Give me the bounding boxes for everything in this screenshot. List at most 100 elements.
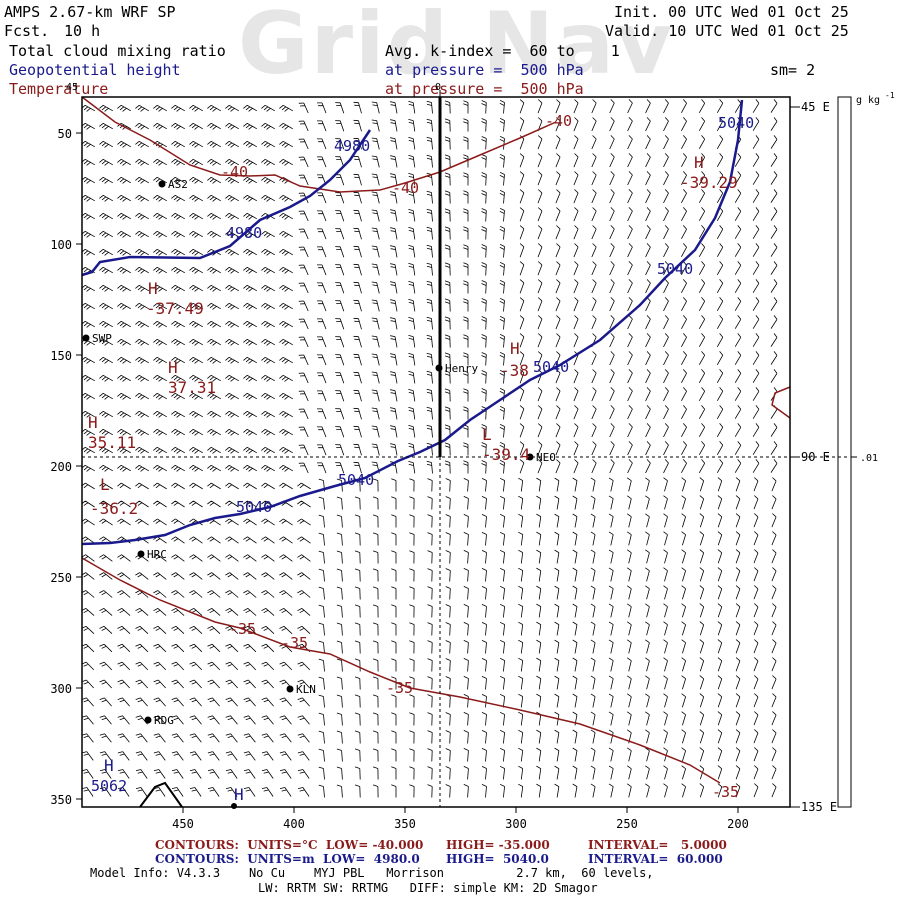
left-axis: 50 100 150 200 250 300 350 bbox=[50, 127, 82, 807]
left-tick-label: 350 bbox=[50, 793, 72, 807]
temperature-label: -40 bbox=[392, 179, 419, 197]
model-title: AMPS 2.67-km WRF SP bbox=[4, 3, 176, 21]
extremum-value: -39.29 bbox=[680, 173, 738, 192]
temperature-label: -35 bbox=[229, 620, 256, 638]
extremum-value: -39.4 bbox=[482, 445, 530, 464]
height-contour-high: HIGH= 5040.0 bbox=[446, 852, 549, 866]
watermark: Grid Nav bbox=[238, 0, 675, 94]
station-henry[interactable]: Henry bbox=[435, 362, 479, 375]
temperature-labels: -40 -40 -40 -35 -35 -35 -35 bbox=[221, 112, 739, 801]
temperature-label: -35 bbox=[281, 634, 308, 652]
station-kln[interactable]: KLN bbox=[286, 683, 316, 696]
bottom-axis: 450 400 350 300 250 200 bbox=[172, 807, 749, 831]
extrema: H -37.49 H 37.31 H 35.11 L -36.2 H -38 L… bbox=[88, 153, 738, 518]
svg-text:Henry: Henry bbox=[445, 362, 478, 375]
temperature-label: -40 bbox=[545, 112, 572, 130]
colorbar-units: g kg bbox=[856, 95, 880, 106]
model-info: Model Info: V4.3.3 No Cu MYJ PBL Morriso… bbox=[90, 866, 654, 880]
height-contour-interval: INTERVAL= 60.000 bbox=[588, 852, 723, 866]
temperature-contour-interval: INTERVAL= 5.0000 bbox=[588, 838, 727, 852]
left-tick-label: 150 bbox=[50, 349, 72, 363]
height-label: 5040 bbox=[657, 260, 693, 278]
svg-text:HRC: HRC bbox=[147, 548, 167, 561]
wind-barb-field bbox=[81, 99, 778, 798]
field-height-label: Geopotential height bbox=[9, 61, 181, 79]
svg-text:NEO: NEO bbox=[536, 451, 556, 464]
bottom-tick-label: 300 bbox=[505, 817, 527, 831]
colorbar-units-exponent: -1 bbox=[885, 91, 895, 100]
extremum-value: -36.2 bbox=[90, 499, 138, 518]
top-left-marker: 45 bbox=[66, 82, 78, 93]
height-label: 5062 bbox=[91, 777, 127, 795]
height-contour bbox=[81, 99, 744, 546]
physics-info: LW: RRTM SW: RRTMG DIFF: simple KM: 2D S… bbox=[258, 881, 598, 895]
top-marker: 0 bbox=[435, 82, 441, 93]
temperature-contour-high: HIGH= -35.000 bbox=[446, 838, 550, 852]
extremum-value: 37.31 bbox=[168, 378, 216, 397]
station-dot bbox=[231, 803, 237, 809]
bottom-tick-label: 350 bbox=[394, 817, 416, 831]
height-label: 5040 bbox=[236, 498, 272, 516]
left-tick-label: 50 bbox=[58, 127, 72, 141]
longitude-label: 90 E bbox=[801, 450, 830, 464]
height-labels: 4980 4980 5040 5040 5040 5040 5040 5062 bbox=[91, 114, 754, 795]
svg-text:SWP: SWP bbox=[92, 332, 112, 345]
extremum-letter: H bbox=[148, 279, 158, 298]
svg-text:RDG: RDG bbox=[154, 714, 174, 727]
height-contour-info: CONTOURS: UNITS=m LOW= 4980.0 bbox=[155, 852, 420, 866]
extremum-letter: H bbox=[88, 413, 98, 432]
temperature-label: -35 bbox=[386, 679, 413, 697]
extremum-value: 35.11 bbox=[88, 433, 136, 452]
extremum-letter: L bbox=[100, 475, 110, 494]
temperature-contours bbox=[81, 96, 791, 784]
height-label: 4980 bbox=[226, 224, 262, 242]
left-tick-label: 250 bbox=[50, 571, 72, 585]
temperature-contour bbox=[771, 386, 791, 419]
station-neo[interactable]: NEO bbox=[526, 451, 556, 464]
temperature-contour bbox=[81, 96, 557, 193]
height-contour bbox=[81, 129, 372, 277]
colorbar bbox=[837, 96, 852, 808]
right-labels: 45 E 90 E 135 E g kg -1 .01 0 45 bbox=[66, 82, 895, 814]
init-time: Init. 00 UTC Wed 01 Oct 25 bbox=[614, 3, 849, 21]
extremum-value: -37.49 bbox=[146, 299, 204, 318]
fcst-label: Fcst. bbox=[4, 22, 50, 40]
extremum-letter: L bbox=[482, 425, 492, 444]
station-as2[interactable]: AS2 bbox=[158, 178, 188, 191]
fcst-value: 10 h bbox=[64, 22, 101, 40]
temperature-pressure: at pressure = 500 hPa bbox=[385, 80, 584, 98]
height-contour bbox=[139, 781, 183, 808]
height-label: 4980 bbox=[334, 137, 370, 155]
station-rdg[interactable]: RDG bbox=[144, 714, 174, 727]
plot-frame bbox=[81, 96, 791, 808]
extremum-letter: H bbox=[234, 785, 244, 804]
temperature-label: -35 bbox=[712, 783, 739, 801]
smoothing-label: sm= 2 bbox=[770, 61, 816, 79]
height-label: 5040 bbox=[718, 114, 754, 132]
svg-text:KLN: KLN bbox=[296, 683, 316, 696]
left-tick-label: 200 bbox=[50, 460, 72, 474]
station-swp[interactable]: SWP bbox=[82, 332, 113, 345]
extremum-letter: H bbox=[104, 756, 114, 775]
extremum-letter: H bbox=[168, 358, 178, 377]
left-tick-label: 100 bbox=[50, 238, 72, 252]
longitude-label: 135 E bbox=[801, 800, 837, 814]
height-contours bbox=[81, 99, 744, 808]
height-label: 5040 bbox=[533, 358, 569, 376]
temperature-label: -40 bbox=[221, 163, 248, 181]
height-extrema: H H bbox=[104, 756, 244, 804]
station-hrc[interactable]: HRC bbox=[137, 548, 167, 561]
longitude-label: 45 E bbox=[801, 100, 830, 114]
bottom-tick-label: 200 bbox=[727, 817, 749, 831]
bottom-tick-label: 450 bbox=[172, 817, 194, 831]
field-cloud-label: Total cloud mixing ratio bbox=[9, 42, 226, 60]
height-pressure: at pressure = 500 hPa bbox=[385, 61, 584, 79]
field-temperature-label: Temperature bbox=[9, 80, 109, 98]
k-index-range: Avg. k-index = 60 to 1 bbox=[385, 42, 620, 60]
bottom-tick-label: 400 bbox=[283, 817, 305, 831]
bottom-tick-label: 250 bbox=[616, 817, 638, 831]
temperature-contour-info: CONTOURS: UNITS=°C LOW= -40.000 bbox=[155, 838, 424, 852]
extremum-value: -38 bbox=[500, 361, 529, 380]
temperature-contour bbox=[81, 557, 721, 784]
